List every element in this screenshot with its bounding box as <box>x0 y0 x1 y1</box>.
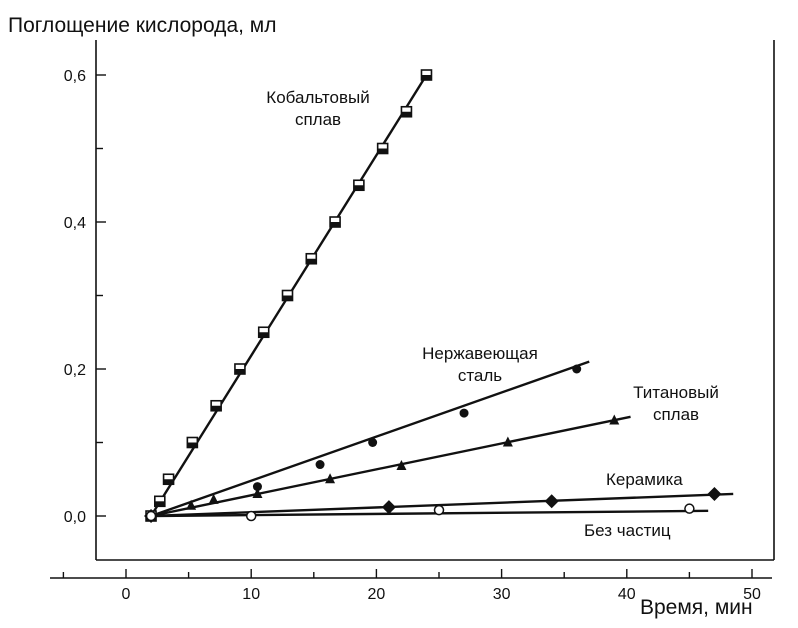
data-point <box>433 504 445 516</box>
data-point-fill <box>282 295 293 301</box>
data-point-fill <box>401 111 412 117</box>
data-point-fill <box>258 332 269 338</box>
data-point <box>186 499 197 510</box>
series-label: Без частиц <box>584 521 671 540</box>
data-point-fill <box>330 222 341 227</box>
data-point <box>325 473 336 484</box>
series-line <box>151 509 709 518</box>
series-label: Нержавеющая <box>422 344 538 363</box>
x-tick-label: 50 <box>743 586 761 603</box>
x-tick-label: 20 <box>368 586 386 603</box>
series-label: сталь <box>458 366 502 385</box>
data-point <box>252 487 263 498</box>
x-tick-label: 10 <box>242 586 260 603</box>
data-point-fill <box>421 75 432 80</box>
y-tick-label: 0,2 <box>64 362 86 379</box>
series-line <box>150 415 631 518</box>
data-point <box>707 486 722 501</box>
data-point-fill <box>306 258 317 264</box>
y-tick-label: 0,6 <box>64 68 86 85</box>
series-label: Кобальтовый <box>266 88 369 107</box>
x-tick-label: 0 <box>122 586 131 603</box>
data-point <box>684 503 695 514</box>
series-label: Титановый <box>633 383 719 402</box>
data-point-fill <box>187 442 198 448</box>
y-tick-label: 0,4 <box>64 215 86 232</box>
data-point <box>459 408 469 418</box>
data-point <box>609 414 620 425</box>
data-point <box>368 438 378 447</box>
data-point <box>502 436 513 447</box>
data-point-fill <box>211 405 222 411</box>
data-point-fill <box>163 479 174 485</box>
data-point <box>145 510 157 522</box>
x-axis-title: Время, мин <box>640 596 753 619</box>
series-label: сплав <box>295 110 341 129</box>
data-point <box>245 510 257 522</box>
data-point <box>544 494 559 509</box>
x-tick-label: 40 <box>618 586 636 603</box>
data-point <box>252 482 262 492</box>
data-point <box>572 364 582 374</box>
series-label: сплав <box>653 405 699 424</box>
series-label: Керамика <box>606 470 683 489</box>
y-tick-label: 0,0 <box>64 509 86 526</box>
data-point-fill <box>154 501 165 507</box>
data-point-fill <box>234 369 245 374</box>
data-point-fill <box>353 185 364 191</box>
data-point-fill <box>377 148 388 154</box>
y-axis-title: Поглощение кислорода, мл <box>8 14 277 37</box>
data-point <box>315 460 325 470</box>
data-point <box>396 460 407 471</box>
data-point <box>381 500 396 515</box>
data-point <box>208 493 219 504</box>
x-tick-label: 30 <box>493 586 511 603</box>
